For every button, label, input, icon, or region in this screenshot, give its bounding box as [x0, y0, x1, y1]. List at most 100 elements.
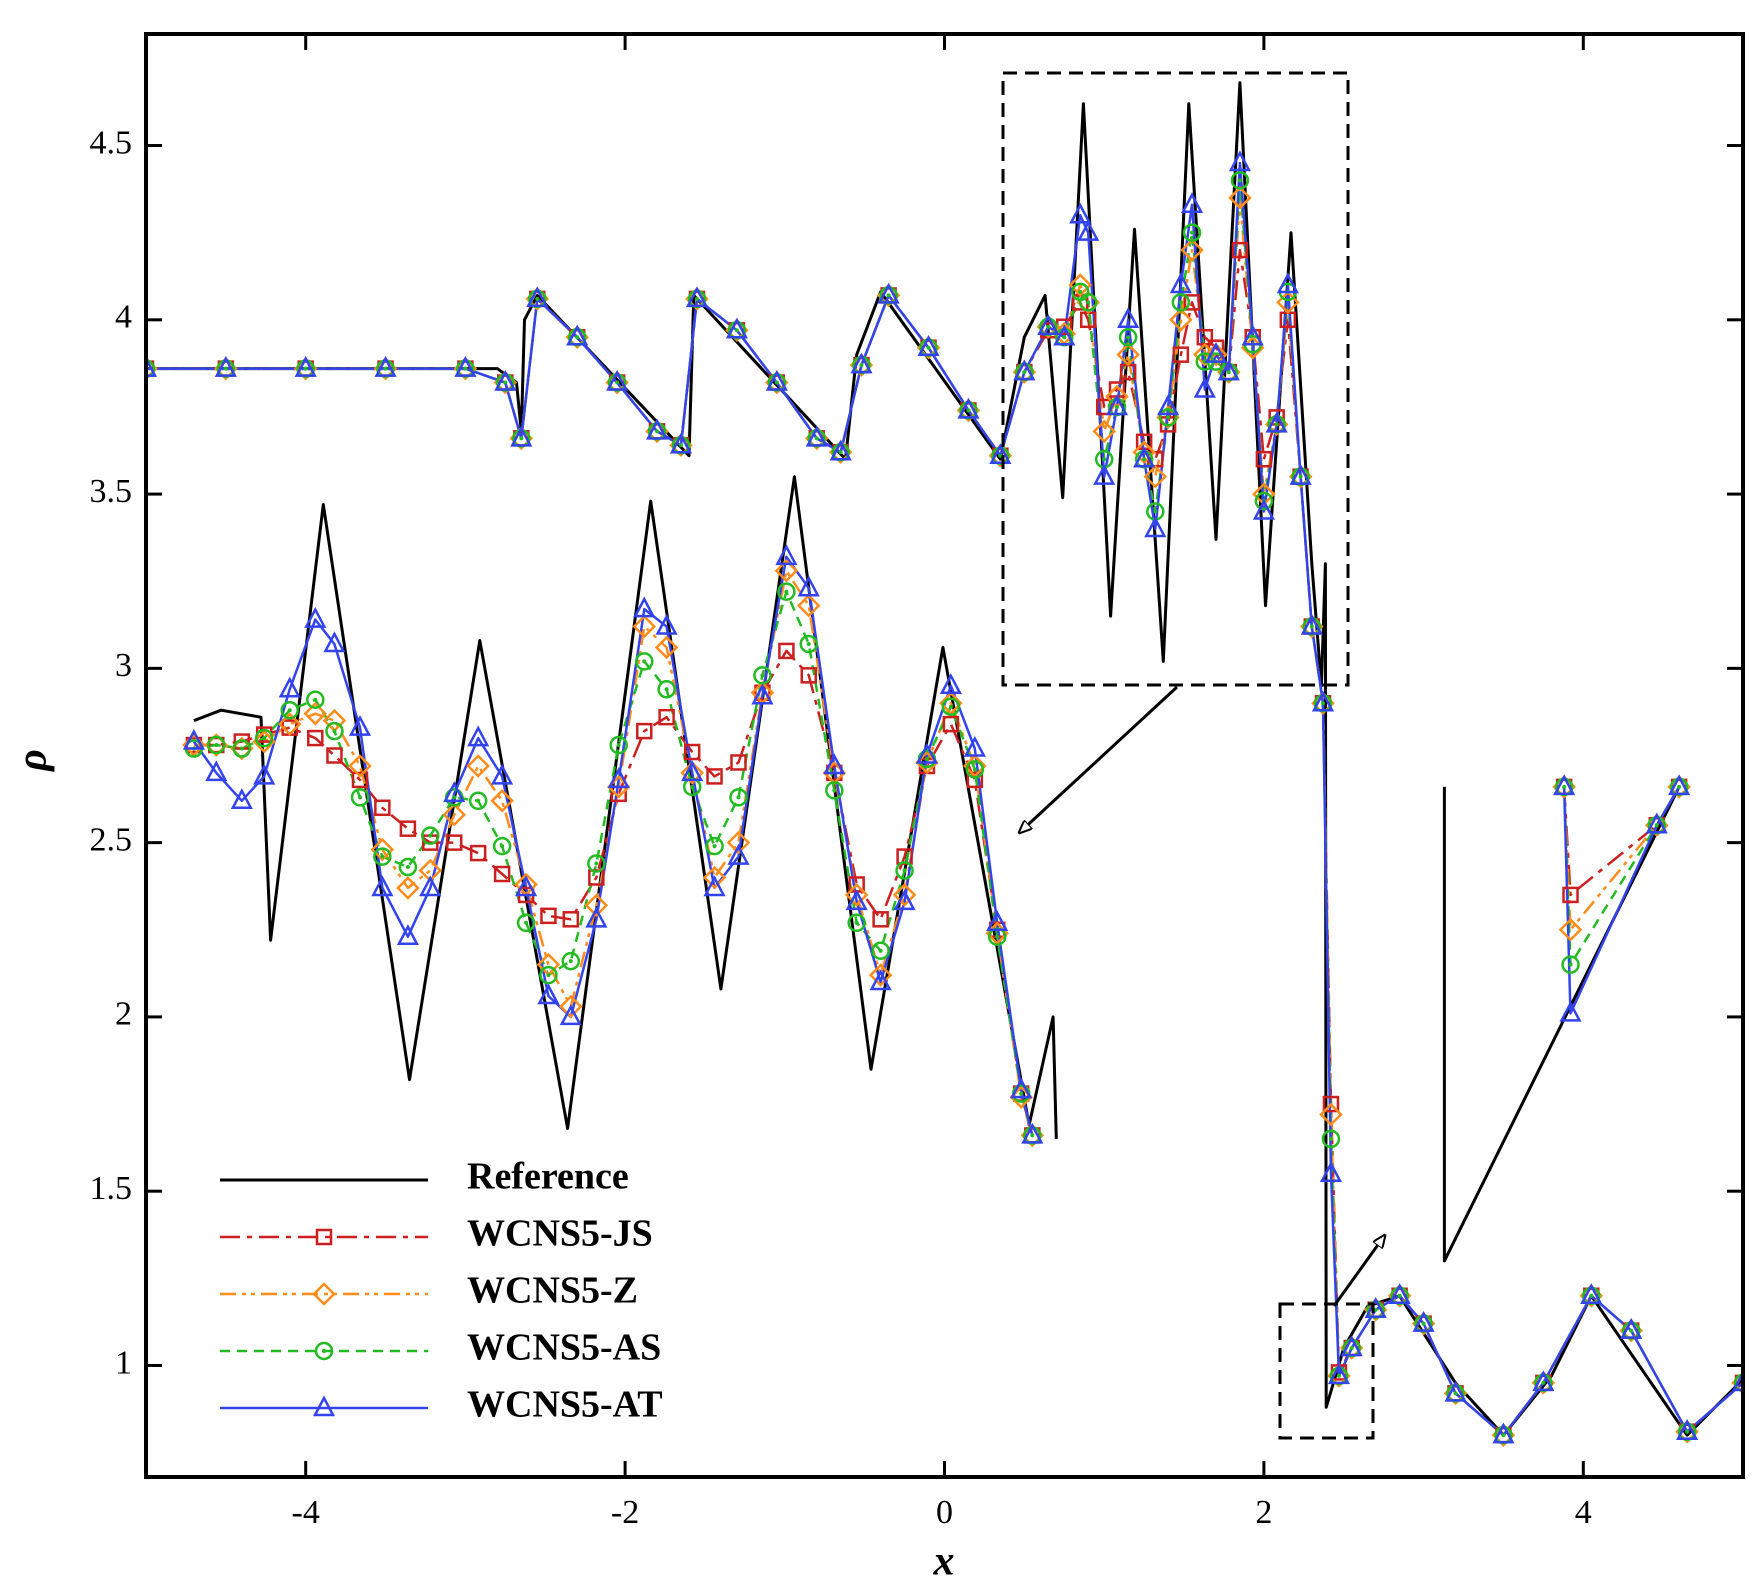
marker-ring [965, 760, 985, 779]
marker-ring [777, 582, 796, 601]
marker [587, 854, 606, 873]
marker [294, 355, 317, 377]
marker [1241, 324, 1264, 346]
marker [765, 369, 788, 391]
marker [1580, 1283, 1603, 1304]
marker [1117, 307, 1140, 329]
marker [326, 747, 343, 764]
marker [726, 830, 751, 855]
marker [1364, 1297, 1387, 1318]
marker-ring [1182, 223, 1202, 242]
marker [706, 768, 723, 785]
marker [350, 788, 370, 807]
marker [681, 760, 704, 782]
marker [214, 355, 237, 377]
marker [1204, 342, 1228, 367]
marker [796, 593, 821, 618]
marker-dot [902, 868, 907, 873]
marker-dot [736, 795, 741, 800]
marker [1116, 342, 1140, 367]
marker [252, 729, 276, 754]
marker [1093, 463, 1116, 485]
marker [469, 844, 487, 862]
marker-ring [1254, 491, 1274, 511]
x-tick-label: -2 [611, 1494, 639, 1531]
marker-dot [463, 366, 468, 371]
marker [253, 763, 276, 785]
marker-ring [941, 697, 961, 716]
marker [1230, 171, 1250, 190]
marker-dot [503, 380, 508, 385]
marker [1172, 346, 1190, 363]
marker [1559, 1000, 1582, 1022]
marker [1231, 241, 1249, 259]
marker-ring [871, 941, 890, 960]
plot-layer [146, 81, 1743, 1447]
marker [445, 834, 463, 851]
marker [205, 760, 228, 782]
marker [1010, 1077, 1033, 1099]
marker [844, 883, 869, 907]
marker [847, 913, 866, 933]
marker-ring [1171, 293, 1191, 312]
marker [1255, 450, 1273, 468]
x-tick-label: 4 [1575, 1494, 1592, 1531]
marker [1037, 314, 1060, 336]
y-tick-label: 4 [115, 299, 132, 336]
marker [805, 425, 828, 447]
y-axis-label: ρ [10, 749, 56, 773]
marker-ring [1230, 171, 1250, 190]
marker-dot [1685, 1429, 1690, 1434]
marker [730, 754, 747, 771]
marker-dot [1336, 1373, 1341, 1378]
marker-dot [832, 788, 837, 793]
marker [989, 443, 1012, 464]
zoom-box [1001, 71, 1350, 687]
marker-ring [314, 1341, 334, 1361]
marker [398, 857, 418, 877]
marker-dot [322, 1349, 326, 1353]
marker [986, 910, 1009, 932]
marker-dot [615, 380, 620, 385]
marker [492, 836, 512, 856]
marker-dot [1421, 1321, 1426, 1326]
marker-dot [303, 366, 308, 371]
marker-dot [1453, 1391, 1458, 1396]
marker [443, 781, 466, 803]
marker [1731, 1370, 1743, 1392]
marker [645, 418, 669, 440]
marker [312, 1282, 336, 1306]
marker [915, 742, 939, 764]
marker-ring [468, 791, 488, 811]
marker [1319, 1102, 1343, 1127]
marker-dot [948, 704, 953, 709]
marker-dot [1114, 404, 1119, 409]
marker-dot [1328, 1136, 1333, 1141]
marker-dot [1086, 300, 1091, 305]
marker-dot [239, 746, 244, 751]
marker-dot [1166, 415, 1171, 420]
marker [1668, 774, 1691, 796]
marker [1133, 446, 1156, 468]
marker [1092, 419, 1116, 444]
marker [1105, 394, 1129, 416]
marker-dot [575, 335, 580, 340]
marker [1217, 359, 1240, 381]
marker [1561, 955, 1580, 974]
marker-dot [1153, 509, 1158, 514]
plot-area [146, 34, 1743, 1477]
marker [307, 729, 324, 747]
series-line [1562, 786, 1681, 1015]
marker-ring [1561, 955, 1580, 974]
marker [1412, 1310, 1435, 1332]
marker-dot [262, 736, 267, 741]
marker [562, 911, 580, 928]
marker [1169, 308, 1193, 332]
marker [1321, 1129, 1341, 1149]
marker-dot [774, 380, 779, 385]
marker [825, 781, 844, 800]
marker-dot [500, 844, 505, 849]
marker [683, 743, 701, 761]
marker-ring [306, 690, 325, 709]
marker-ring [325, 721, 344, 741]
